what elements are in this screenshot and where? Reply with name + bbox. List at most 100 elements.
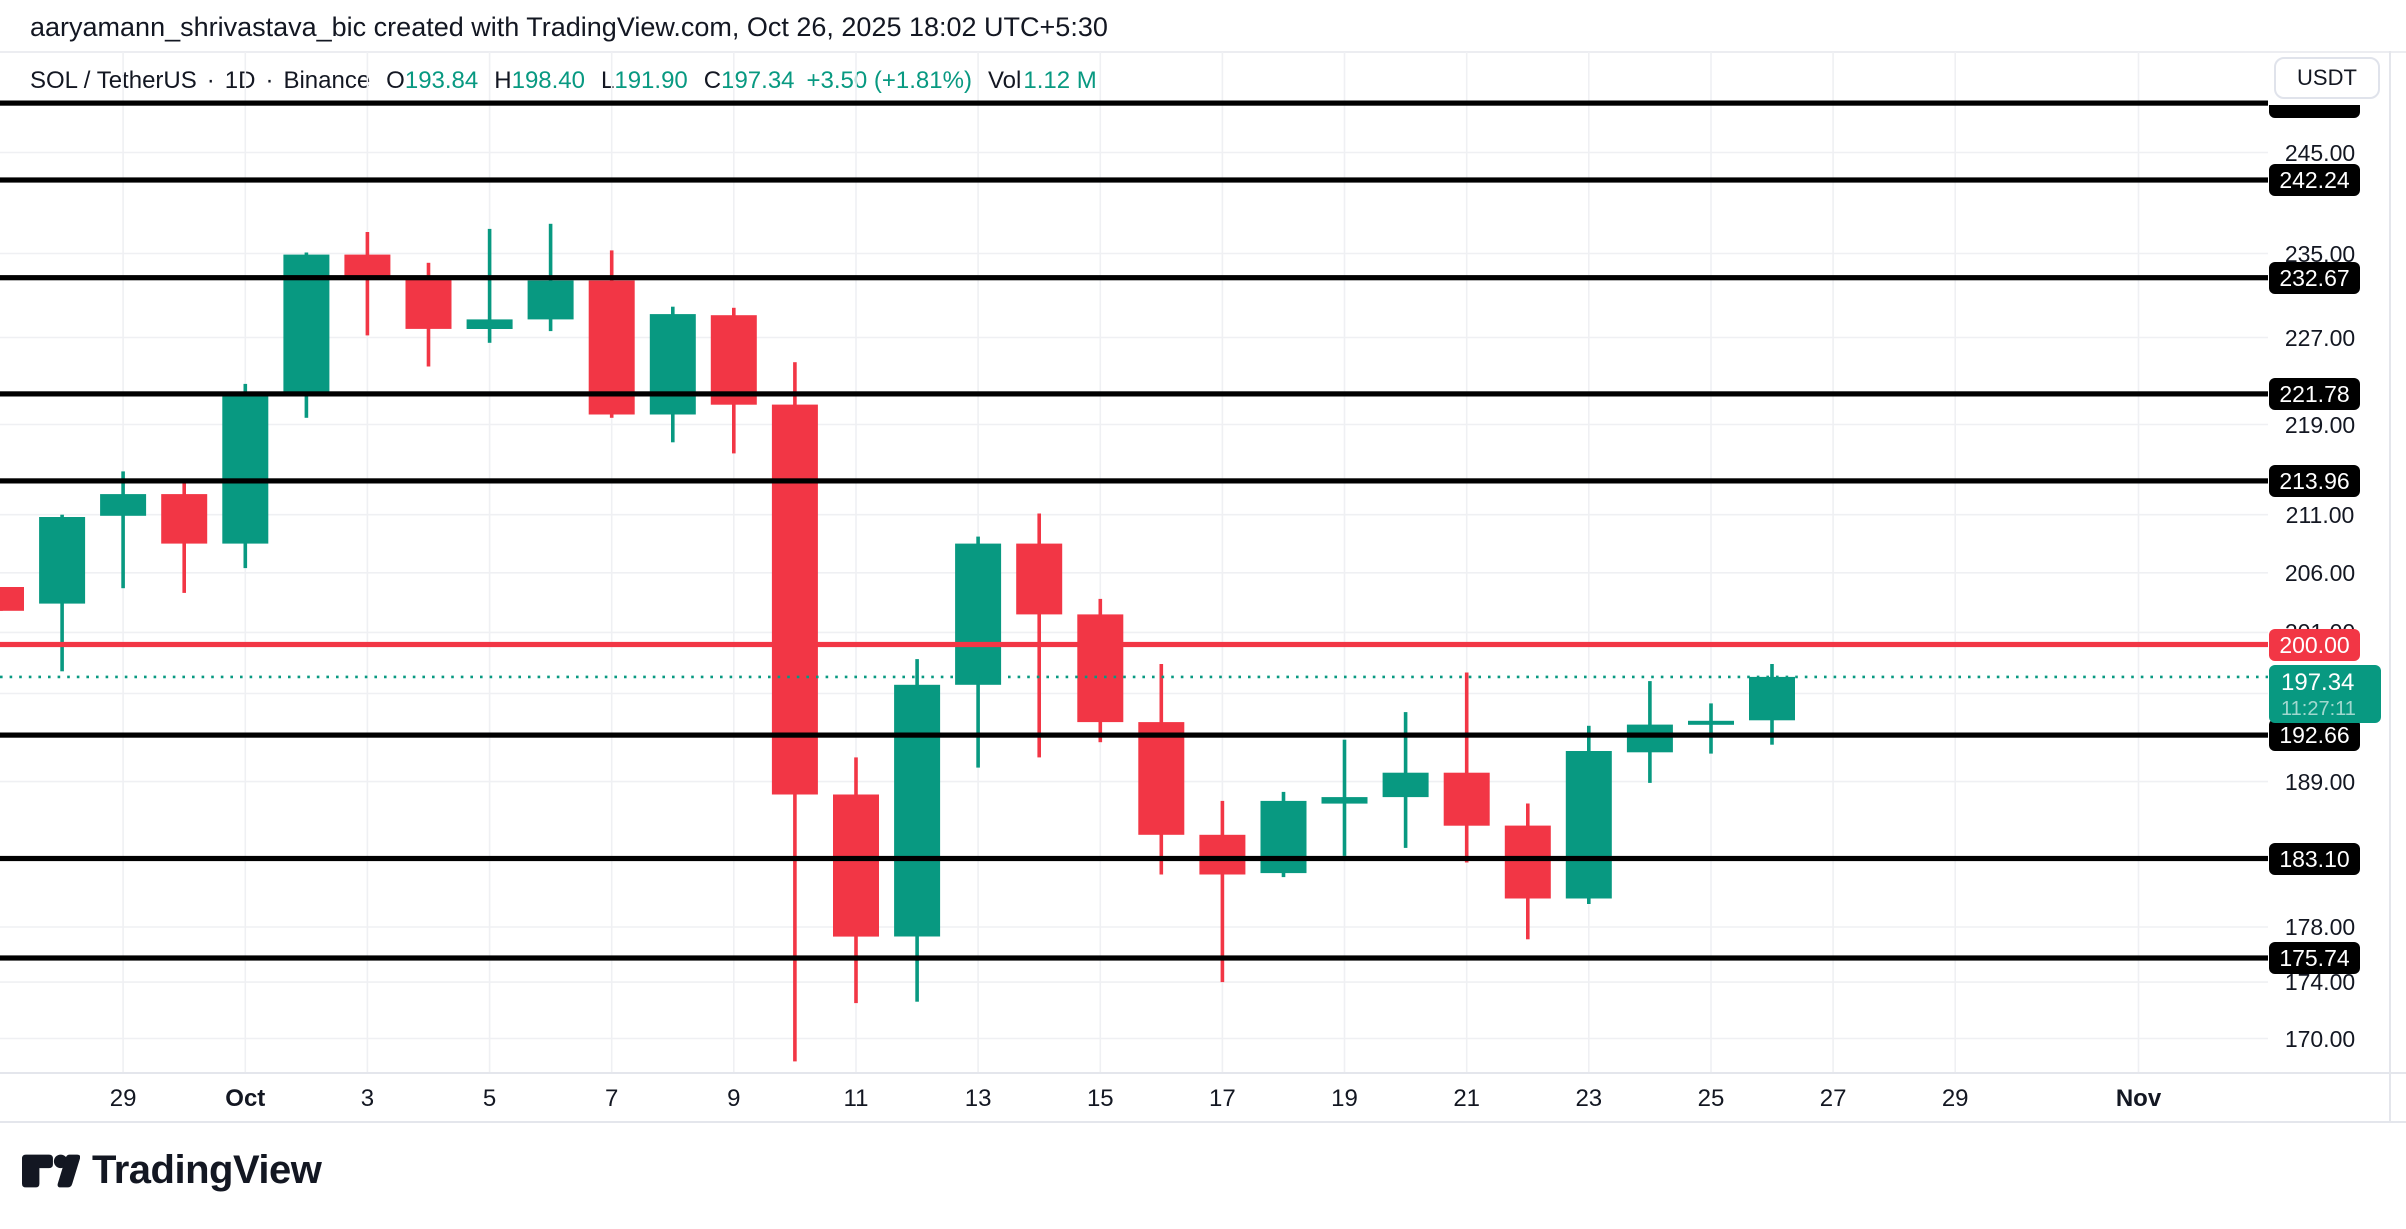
time-axis-label: 25 bbox=[1697, 1085, 1725, 1112]
symbol-interval: 1D bbox=[224, 67, 256, 94]
candle-Oct-8 bbox=[649, 306, 696, 443]
candle-Oct-20 bbox=[1382, 712, 1429, 848]
price-level-badge: 221.78 bbox=[2269, 377, 2360, 410]
black-price-line[interactable] bbox=[0, 391, 2268, 397]
candle-Oct-18 bbox=[1260, 791, 1307, 878]
black-price-line[interactable] bbox=[0, 100, 2268, 106]
current-price-value: 197.34 bbox=[2281, 668, 2355, 696]
price-level-badge: 232.67 bbox=[2269, 261, 2360, 294]
low-value: 191.90 bbox=[614, 67, 688, 94]
time-axis-label: 5 bbox=[482, 1085, 497, 1112]
price-level-badge: 213.96 bbox=[2269, 464, 2360, 497]
candle-Oct-10 bbox=[771, 362, 818, 1062]
symbol-pair: SOL / TetherUS bbox=[30, 67, 197, 94]
time-axis-label: 3 bbox=[360, 1085, 375, 1112]
pane-top-border bbox=[0, 51, 2406, 53]
price-level-badge: 192.66 bbox=[2269, 719, 2360, 752]
tradingview-logo-icon bbox=[22, 1154, 80, 1188]
black-price-line[interactable] bbox=[0, 732, 2268, 738]
open-label: O bbox=[386, 67, 405, 94]
candle-Oct-1 bbox=[222, 383, 269, 569]
volume-label: Vol bbox=[987, 67, 1022, 94]
candle-Oct-19 bbox=[1321, 739, 1368, 856]
time-axis-bottom-border bbox=[0, 1121, 2406, 1123]
time-axis-top-border bbox=[0, 1072, 2406, 1074]
candle-Oct-12 bbox=[894, 659, 941, 1002]
time-axis-label: 15 bbox=[1086, 1085, 1114, 1112]
candle-Oct-17 bbox=[1199, 800, 1246, 983]
candle-Oct-24 bbox=[1626, 681, 1673, 783]
open-value: 193.84 bbox=[404, 67, 479, 94]
price-axis-label: 227.00 bbox=[2284, 324, 2356, 351]
red-price-line[interactable] bbox=[0, 641, 2268, 648]
candle-Oct-14 bbox=[1016, 513, 1063, 758]
candle-Sep-29 bbox=[100, 471, 147, 589]
volume-value: 1.12 M bbox=[1023, 67, 1097, 94]
tradingview-logo-text: TradingView bbox=[92, 1148, 322, 1192]
price-axis-right-border bbox=[2389, 51, 2391, 1123]
price-level-badge: 183.10 bbox=[2269, 842, 2360, 875]
price-level-badge: 242.24 bbox=[2269, 164, 2360, 196]
price-axis-label: 189.00 bbox=[2284, 768, 2356, 795]
time-axis-label: 29 bbox=[1941, 1085, 1969, 1112]
symbol-exchange: Binance bbox=[283, 67, 371, 94]
black-price-line[interactable] bbox=[0, 275, 2268, 281]
currency-toggle-button[interactable]: USDT bbox=[2274, 57, 2380, 99]
candle-Oct-4 bbox=[405, 262, 452, 367]
time-axis-label: 21 bbox=[1453, 1085, 1481, 1112]
separator-dot: · bbox=[206, 67, 215, 94]
bar-close-countdown: 11:27:11 bbox=[2281, 697, 2356, 720]
price-level-badge: 200.00 bbox=[2269, 628, 2360, 661]
time-axis-label: 19 bbox=[1331, 1085, 1358, 1112]
price-level-badge: 175.74 bbox=[2269, 942, 2360, 974]
time-axis-label: Oct bbox=[225, 1085, 266, 1112]
black-price-line[interactable] bbox=[0, 478, 2268, 484]
time-axis[interactable]: 29 Oct 3 5 7 9 11 13 15 17 19 21 23 25 27 29 Nov bbox=[0, 1073, 2406, 1121]
price-axis[interactable]: 245.00235.00227.00219.00211.00206.00201.… bbox=[2268, 0, 2406, 1229]
time-axis-label: 13 bbox=[964, 1085, 992, 1112]
tradingview-logo[interactable]: TradingView bbox=[22, 1148, 322, 1193]
candle-Sep-28 bbox=[39, 514, 86, 672]
time-axis-label: Nov bbox=[2115, 1085, 2162, 1112]
change-value: +3.50 (+1.81%) bbox=[806, 67, 972, 94]
snapshot-title: aaryamann_shrivastava_bic created with T… bbox=[30, 12, 1108, 42]
black-price-line[interactable] bbox=[0, 855, 2268, 862]
time-axis-label: 29 bbox=[109, 1085, 137, 1112]
candle-Oct-15 bbox=[1077, 598, 1124, 743]
candle-Sep-27 bbox=[0, 587, 24, 611]
candle-Oct-25 bbox=[1688, 703, 1734, 754]
candle-Oct-26 bbox=[1749, 664, 1795, 745]
price-axis-label: 245.00 bbox=[2284, 139, 2356, 166]
time-axis-label: 9 bbox=[727, 1085, 741, 1112]
time-axis-label: 17 bbox=[1209, 1085, 1236, 1112]
currency-toggle-label: USDT bbox=[2297, 65, 2357, 90]
candle-Oct-13 bbox=[955, 536, 1002, 768]
time-axis-label: 23 bbox=[1575, 1085, 1603, 1112]
price-axis-label: 211.00 bbox=[2285, 501, 2355, 528]
separator-dot: · bbox=[265, 67, 274, 94]
time-axis-label: 11 bbox=[843, 1085, 869, 1112]
time-axis-label: 27 bbox=[1819, 1085, 1847, 1112]
time-axis-label: 7 bbox=[605, 1085, 619, 1112]
current-price-badge: 197.34 11:27:11 bbox=[2269, 664, 2381, 723]
candle-Oct-3 bbox=[344, 232, 391, 336]
close-label: C bbox=[703, 67, 722, 94]
candle-Oct-5 bbox=[466, 228, 513, 343]
candle-Oct-22 bbox=[1504, 803, 1551, 940]
price-axis-label: 219.00 bbox=[2284, 411, 2356, 438]
candle-Sep-30 bbox=[161, 481, 208, 593]
black-price-line[interactable] bbox=[0, 177, 2268, 183]
high-value: 198.40 bbox=[511, 67, 585, 94]
price-axis-label: 206.00 bbox=[2284, 559, 2356, 586]
candle-Oct-23 bbox=[1565, 725, 1612, 904]
price-axis-label: 178.00 bbox=[2284, 914, 2356, 940]
candle-Oct-9 bbox=[710, 307, 757, 454]
black-price-line[interactable] bbox=[0, 955, 2268, 961]
clipped-price-badge bbox=[2269, 105, 2360, 118]
candle-Oct-16 bbox=[1138, 664, 1185, 875]
high-label: H bbox=[494, 67, 512, 94]
candle-Oct-11 bbox=[833, 757, 879, 1004]
price-axis-label: 170.00 bbox=[2284, 1025, 2356, 1052]
